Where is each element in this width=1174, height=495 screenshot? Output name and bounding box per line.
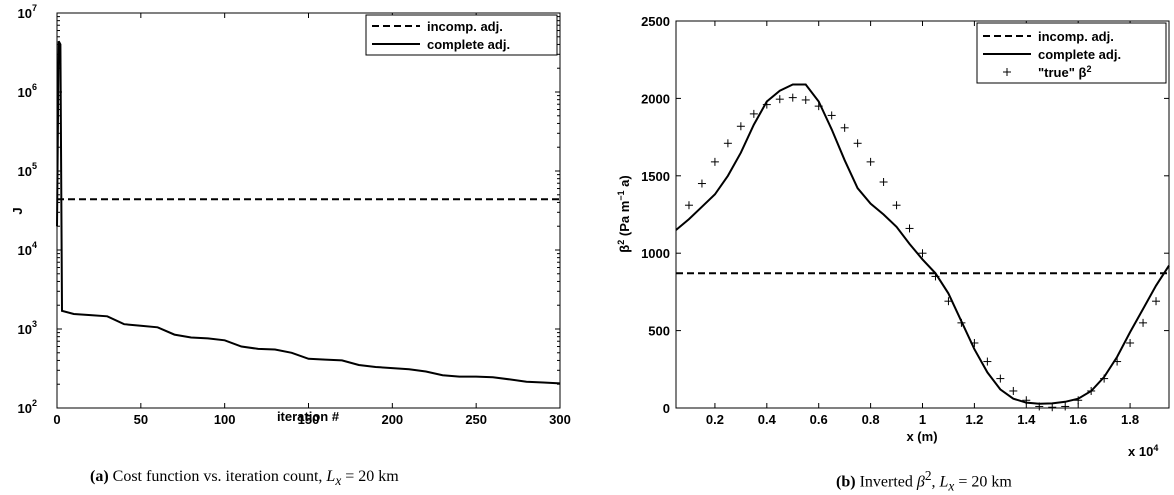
chart-b-xtick-label: 0.2 [706,412,724,427]
chart-b-true-beta-point [944,297,953,306]
chart-b-plot-area [676,21,1169,408]
chart-b-xtick-label: 1.6 [1069,412,1087,427]
chart-b-xtick-label: 0.6 [810,412,828,427]
chart-b-true-beta-point [684,201,693,210]
chart-b-x-exponent: x 104 [1128,443,1158,459]
chart-b-xtick-label: 1 [919,412,926,427]
chart-b-ytick-label: 2000 [641,91,670,106]
chart-a-legend-label-complete: complete adj. [427,37,510,52]
chart-b-true-beta-point [1022,396,1031,405]
chart-b-true-beta-point [1139,318,1148,327]
chart-a-legend-box [365,14,558,56]
chart-b-true-beta-point [1100,374,1109,383]
chart-b-true-beta-point [931,272,940,281]
chart-a-ytick-label: 106 [18,82,37,100]
chart-b-true-beta-point [1152,297,1161,306]
chart-b-true-beta-point [983,357,992,366]
chart-b: 0.2 0.4 0.6 0.8 1 1.2 1.4 1.6 1.8 0 500 1000 1500 200… [616,14,1170,459]
chart-a-xtick-label: 300 [549,412,571,427]
chart-a-plot-area [57,13,560,408]
chart-b-xlabel: x (m) [906,429,937,444]
chart-b-true-beta-point [996,374,1005,383]
chart-b-xtick-label: 0.4 [758,412,777,427]
chart-a-ytick-label: 103 [18,319,37,337]
caption-a: (a) Cost function vs. iteration count, L… [90,468,399,489]
chart-b-series-layer [675,83,1170,412]
chart-b-ytick-label: 1500 [641,169,670,184]
chart-b-true-beta-point [1126,338,1135,347]
chart-b-xtick-label: 0.8 [862,412,880,427]
chart-a-xtick-label: 150 [298,412,320,427]
chart-b-legend: incomp. adj. complete adj. "true" β2 [976,22,1167,84]
chart-b-true-beta-point [853,139,862,148]
chart-b-ytick-label: 2500 [641,14,670,29]
chart-b-true-beta-point [814,102,823,111]
chart-a-ytick-label: 105 [18,161,37,179]
chart-b-true-beta-point [775,95,784,104]
chart-b-axes-box [675,20,1170,409]
chart-b-xtick-label: 1.4 [1017,412,1036,427]
chart-b-ytick-label: 0 [663,401,670,416]
chart-b-legend-label-complete: complete adj. [1038,47,1121,62]
chart-a-ytick-label: 104 [18,240,37,258]
chart-a-series-layer [56,40,561,385]
chart-b-true-beta-point [788,93,797,102]
chart-b-true-beta-point [723,139,732,148]
chart-b-true-beta-point [1087,386,1096,395]
chart-a-xtick-label: 50 [134,412,148,427]
chart-a-series-complete-adj-line [56,40,561,385]
chart-a-legend-label-incomp: incomp. adj. [427,19,503,34]
chart-b-true-beta-point [762,100,771,109]
chart-a-xtick-label: 200 [381,412,403,427]
chart-a-ytick-label: 107 [18,3,37,21]
chart-b-ytick-label: 1000 [641,246,670,261]
chart-b-legend-label-true: "true" β2 [1038,64,1091,80]
chart-b-legend-swatch-plus [1003,68,1011,76]
chart-b-true-beta-point [970,338,979,347]
chart-b-true-beta-point [957,318,966,327]
chart-a-xtick-label: 0 [53,412,60,427]
chart-b-true-beta-point [736,122,745,131]
chart-b-true-beta-point [840,123,849,132]
caption-b: (b) Inverted β2, Lx = 20 km [836,468,1012,494]
chart-b-true-beta-point [1009,386,1018,395]
chart-b-true-beta-point [710,157,719,166]
chart-a-xtick-label: 100 [214,412,236,427]
chart-a: 0 50 100 150 200 250 300 102 103 104 105 106 107 J i… [10,3,571,427]
chart-a-ylabel: J [10,207,25,214]
chart-b-true-beta-point [1048,403,1057,412]
chart-b-xtick-label: 1.2 [965,412,983,427]
chart-b-true-beta-point [1113,357,1122,366]
chart-b-ytick-label: 500 [648,324,670,339]
chart-b-true-beta-point [1035,402,1044,411]
chart-b-true-beta-point [801,95,810,104]
chart-b-ylabel: β2 (Pa m−1 a) [616,175,632,252]
chart-b-series-complete-adj-line [675,83,1170,405]
chart-b-tick-layer: 0.2 0.4 0.6 0.8 1 1.2 1.4 1.6 1.8 0 500 1000 1500 200… [641,14,1169,427]
chart-a-xlabel: iteration # [277,409,340,424]
chart-b-true-beta-point [1061,402,1070,411]
chart-b-xtick-label: 1.8 [1121,412,1139,427]
chart-b-true-beta-point [749,109,758,118]
chart-b-true-beta-point [879,177,888,186]
chart-a-ytick-label: 102 [18,398,37,416]
chart-b-true-beta-point [905,224,914,233]
chart-a-axes-box [56,12,561,409]
chart-b-true-beta-point [697,179,706,188]
chart-b-true-beta-point [918,249,927,258]
chart-b-true-beta-point [866,157,875,166]
chart-a-xtick-label: 250 [465,412,487,427]
chart-b-true-beta-point [827,111,836,120]
chart-b-legend-label-incomp: incomp. adj. [1038,29,1114,44]
chart-b-true-beta-point [892,201,901,210]
chart-b-true-beta-point [1074,396,1083,405]
chart-a-legend: incomp. adj. complete adj. [365,14,558,56]
